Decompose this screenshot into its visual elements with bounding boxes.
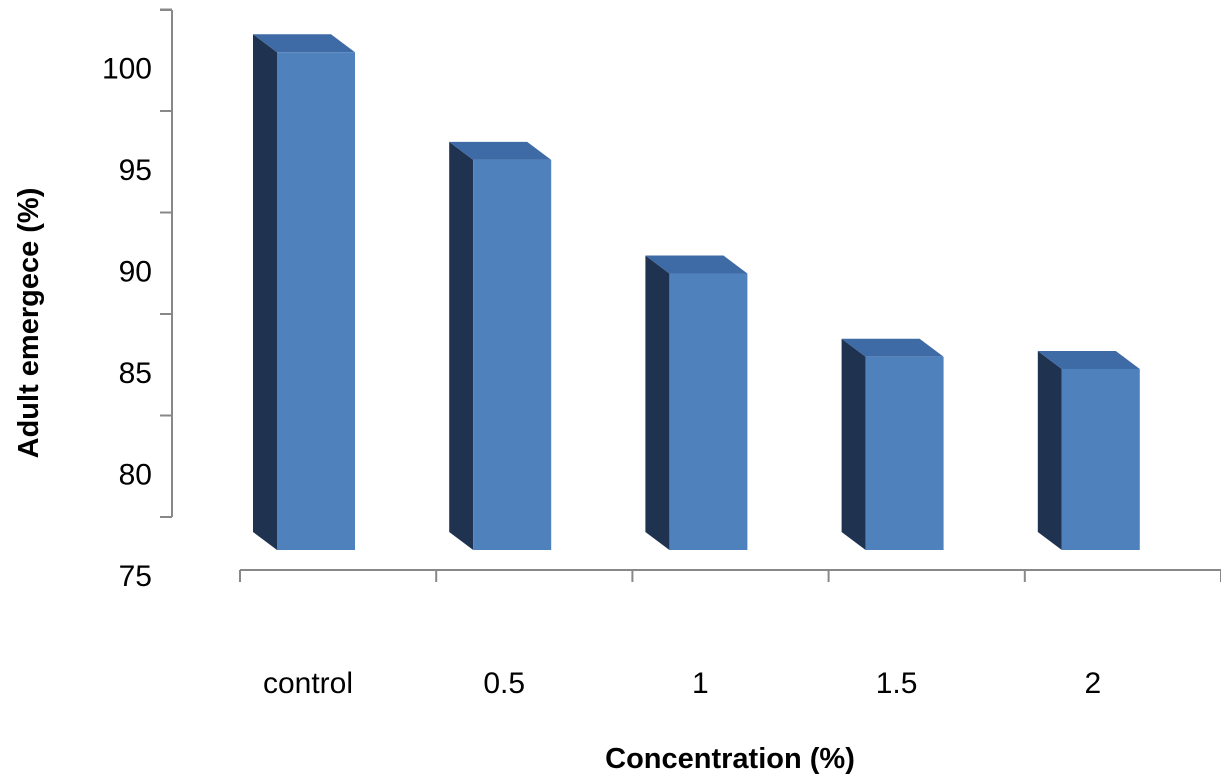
y-axis-tick-labels: 75 80 85 90 95 100 <box>102 53 152 594</box>
bar-side-face <box>449 141 474 550</box>
y-tick-label: 100 <box>102 53 152 86</box>
bar-front-face <box>669 273 748 550</box>
bar-top-face <box>1037 350 1140 369</box>
y-axis-ticks <box>160 8 172 518</box>
bar <box>449 141 552 550</box>
x-tick-label: 2 <box>1084 667 1101 700</box>
bar-side-face <box>1037 350 1062 550</box>
x-tick-label: control <box>263 667 353 700</box>
bar-top-face <box>645 255 748 274</box>
x-tick-label: 1.5 <box>876 667 918 700</box>
y-tick-label: 80 <box>119 459 152 492</box>
bar-top-face <box>841 338 944 357</box>
bar-top-face <box>253 34 355 53</box>
x-axis-tick-labels: control 0.5 1 1.5 2 <box>263 667 1101 700</box>
y-axis: 75 80 85 90 95 100 <box>102 8 173 594</box>
x-axis: control 0.5 1 1.5 2 <box>239 569 1221 700</box>
bar-front-face <box>473 159 552 550</box>
y-tick-label: 75 <box>119 560 152 593</box>
y-axis-title: Adult emergece (%) <box>13 188 45 459</box>
x-axis-title: Concentration (%) <box>605 743 855 775</box>
x-tick-label: 0.5 <box>483 667 525 700</box>
bar-front-face <box>1061 368 1140 550</box>
bar-side-face <box>253 34 277 550</box>
y-tick-label: 90 <box>119 256 152 289</box>
x-axis-ticks <box>239 570 1221 582</box>
bar <box>1037 350 1140 550</box>
bar-side-face <box>841 338 866 550</box>
bar <box>645 255 748 550</box>
bar-front-face <box>277 52 355 550</box>
y-tick-label: 95 <box>119 154 152 187</box>
bar-side-face <box>645 255 670 550</box>
bar <box>841 338 944 550</box>
bar <box>253 34 355 550</box>
bar-top-face <box>449 141 552 160</box>
bars <box>253 34 1140 550</box>
x-tick-label: 1 <box>692 667 709 700</box>
bar-front-face <box>865 356 944 550</box>
y-tick-label: 85 <box>119 357 152 390</box>
